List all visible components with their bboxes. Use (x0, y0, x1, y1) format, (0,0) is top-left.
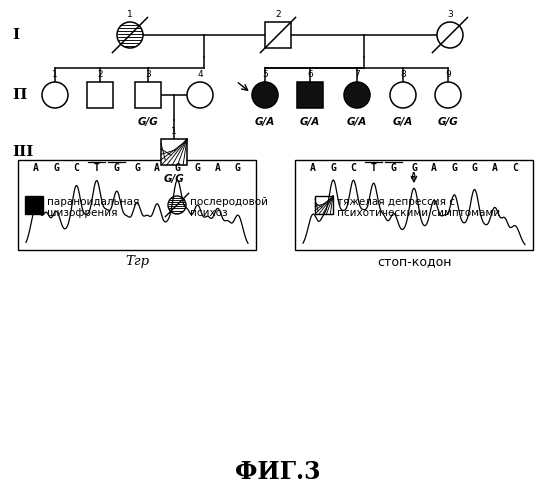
Text: C: C (350, 163, 356, 173)
Text: G/A: G/A (255, 117, 275, 127)
Bar (161, 139, 187, 165)
Circle shape (437, 22, 463, 48)
Text: G/A: G/A (347, 117, 367, 127)
Circle shape (252, 82, 278, 108)
Text: A: A (411, 172, 417, 181)
Text: тяжелая депрессия с: тяжелая депрессия с (337, 197, 455, 207)
Text: G/G: G/G (438, 117, 458, 127)
Text: G/A: G/A (300, 117, 320, 127)
Text: послеродовой: послеродовой (190, 197, 268, 207)
Text: 3: 3 (145, 70, 151, 79)
Bar (25, 196, 43, 214)
Bar (135, 82, 161, 108)
Text: G: G (174, 163, 180, 173)
Text: G: G (53, 163, 59, 173)
Text: A: A (33, 163, 39, 173)
Text: G: G (330, 163, 336, 173)
Text: 2: 2 (97, 70, 103, 79)
Text: 3: 3 (447, 10, 453, 19)
Text: 6: 6 (307, 70, 313, 79)
Text: T: T (371, 163, 377, 173)
Text: A: A (492, 163, 497, 173)
Text: стоп-кодон: стоп-кодон (377, 255, 451, 268)
Text: 4: 4 (197, 70, 203, 79)
Text: A: A (431, 163, 437, 173)
Text: 5: 5 (262, 70, 268, 79)
Text: A: A (310, 163, 316, 173)
Text: G: G (134, 163, 140, 173)
Text: параноидальная: параноидальная (47, 197, 139, 207)
Text: G: G (235, 163, 241, 173)
Text: G/G: G/G (138, 117, 158, 127)
Text: I: I (12, 28, 19, 42)
Circle shape (344, 82, 370, 108)
Text: 2: 2 (275, 10, 281, 19)
Text: G: G (391, 163, 397, 173)
Text: 7: 7 (354, 70, 360, 79)
Text: 1: 1 (52, 70, 58, 79)
Text: Tгр: Tгр (125, 255, 149, 268)
Bar (87, 82, 113, 108)
Text: 1: 1 (171, 127, 177, 136)
Text: C: C (512, 163, 518, 173)
Bar (297, 82, 323, 108)
Text: П: П (12, 88, 26, 102)
Bar (295, 160, 533, 250)
Text: G: G (114, 163, 120, 173)
Text: C: C (74, 163, 80, 173)
Text: 1: 1 (127, 10, 133, 19)
Text: G: G (451, 163, 457, 173)
Text: A: A (154, 163, 160, 173)
Circle shape (390, 82, 416, 108)
Text: 9: 9 (445, 70, 451, 79)
Bar (315, 196, 333, 214)
Text: G: G (194, 163, 201, 173)
Text: 8: 8 (400, 70, 406, 79)
Text: G/A: G/A (393, 117, 413, 127)
Text: G: G (472, 163, 477, 173)
Circle shape (117, 22, 143, 48)
Circle shape (435, 82, 461, 108)
Text: T: T (94, 163, 100, 173)
Text: психотическими симптомами: психотическими симптомами (337, 208, 500, 218)
Text: G/G: G/G (164, 174, 184, 184)
Text: G: G (411, 163, 417, 173)
Text: психоз: психоз (190, 208, 228, 218)
Circle shape (168, 196, 186, 214)
Bar (265, 22, 291, 48)
Circle shape (42, 82, 68, 108)
Circle shape (187, 82, 213, 108)
Text: ФИГ.3: ФИГ.3 (235, 460, 321, 484)
Bar (18, 160, 256, 250)
Text: шизофрения: шизофрения (47, 208, 118, 218)
Text: III: III (12, 145, 33, 159)
Text: A: A (215, 163, 221, 173)
